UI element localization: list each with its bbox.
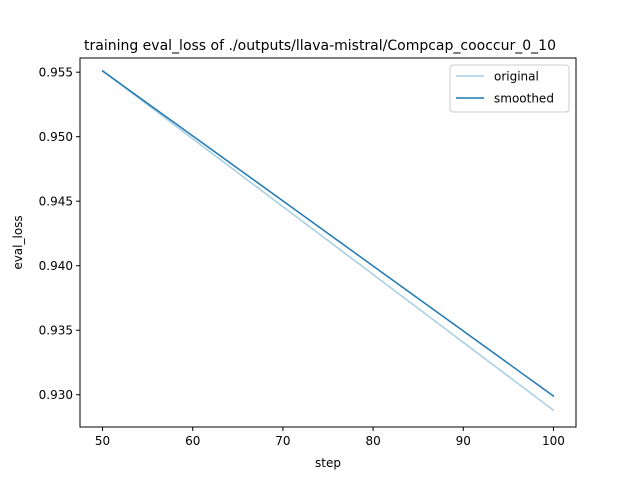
y-tick-label: 0.940 bbox=[39, 259, 73, 273]
x-tick-label: 50 bbox=[95, 434, 110, 448]
x-tick-label: 60 bbox=[185, 434, 200, 448]
y-tick-label: 0.950 bbox=[39, 130, 73, 144]
y-tick-label: 0.935 bbox=[39, 324, 73, 338]
series-line-original bbox=[101, 69, 555, 412]
series-line-smoothed bbox=[101, 69, 555, 398]
x-tick-label: 100 bbox=[542, 434, 565, 448]
x-axis-label: step bbox=[315, 456, 341, 470]
x-tick-label: 80 bbox=[365, 434, 380, 448]
legend-label-smoothed: smoothed bbox=[494, 92, 554, 106]
x-axis-ticks: 50 60 70 80 90 100 bbox=[95, 427, 565, 448]
legend-label-original: original bbox=[494, 70, 539, 84]
y-tick-label: 0.945 bbox=[39, 195, 73, 209]
x-tick-label: 70 bbox=[275, 434, 290, 448]
legend: original smoothed bbox=[449, 64, 570, 113]
y-tick-label: 0.955 bbox=[39, 66, 73, 80]
x-tick-label: 90 bbox=[456, 434, 471, 448]
y-tick-label: 0.930 bbox=[39, 388, 73, 402]
y-axis-label: eval_loss bbox=[11, 215, 25, 269]
y-axis-ticks: 0.930 0.935 0.940 0.945 0.950 0.955 bbox=[39, 66, 80, 402]
chart-title: training eval_loss of ./outputs/llava-mi… bbox=[84, 38, 556, 54]
series-lines bbox=[101, 69, 555, 412]
